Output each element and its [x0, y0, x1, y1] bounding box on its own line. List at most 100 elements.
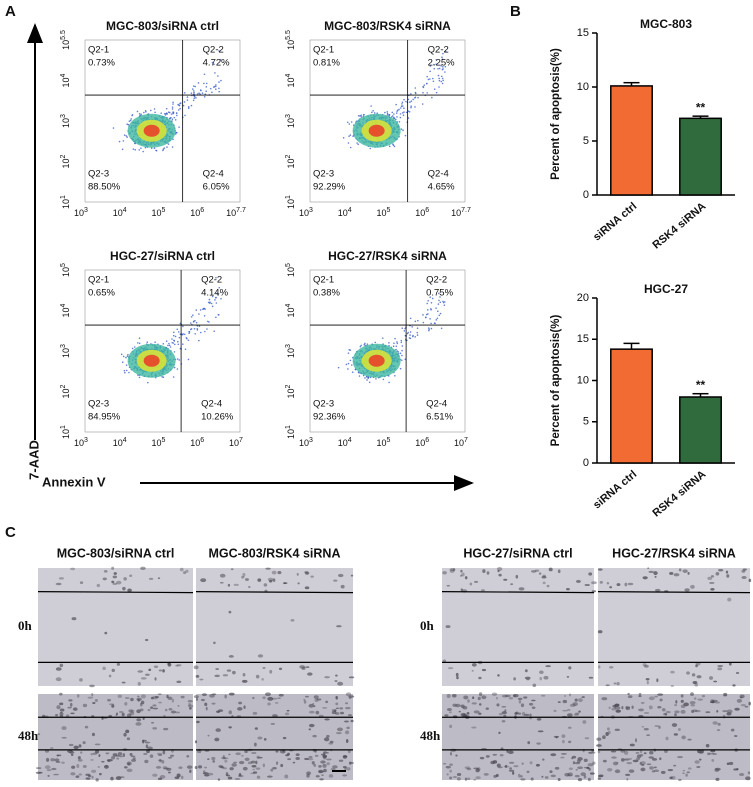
cell [161, 759, 165, 764]
tick-label: 102 [285, 384, 297, 398]
event-dot [203, 73, 206, 76]
cell [530, 570, 537, 573]
event-dot [128, 120, 131, 122]
cell [211, 693, 217, 696]
cell [94, 743, 101, 746]
event-dot [154, 341, 156, 344]
quadrant-pct: 92.36% [313, 412, 346, 423]
cell [272, 766, 277, 770]
cell [745, 776, 751, 781]
cell [686, 671, 690, 675]
quadrant-name: Q2-4 [428, 169, 449, 180]
cell [44, 765, 51, 770]
cell [117, 694, 123, 698]
cell [167, 696, 173, 701]
tick-base: 10 [74, 208, 84, 218]
cell [549, 770, 553, 774]
cell [714, 767, 721, 771]
cell [677, 755, 683, 759]
cell [304, 571, 310, 575]
cell [304, 586, 310, 590]
event-dot [422, 85, 424, 88]
cell [314, 754, 319, 757]
cell [459, 574, 463, 577]
event-dot [422, 314, 424, 316]
cell [466, 767, 472, 771]
tick-exp: 5 [387, 437, 391, 444]
cell [673, 733, 679, 736]
cell [350, 719, 354, 723]
cell [204, 702, 208, 707]
cell [126, 737, 131, 741]
event-dot [169, 346, 172, 348]
cell [463, 695, 469, 700]
event-dot [349, 146, 352, 149]
cell [59, 692, 63, 696]
cell [614, 728, 620, 732]
cell [717, 664, 724, 668]
density [368, 124, 385, 137]
tick-label: 103 [60, 344, 72, 358]
tick-base: 10 [286, 77, 296, 87]
cell [646, 763, 652, 766]
event-dot [342, 136, 345, 139]
event-dot [187, 106, 190, 108]
cell [692, 709, 698, 713]
cell [546, 584, 550, 588]
cell [577, 766, 584, 770]
cell [322, 754, 328, 759]
tick-exp: 6 [200, 437, 204, 444]
event-dot [199, 309, 202, 311]
cell [673, 764, 677, 767]
quadrant-pct: 0.75% [426, 288, 453, 299]
cell [110, 776, 114, 781]
event-dot [202, 308, 204, 311]
cell [446, 708, 452, 712]
cell [742, 568, 747, 571]
tick-exp: 7.7 [461, 207, 471, 214]
cell [739, 694, 745, 699]
cell [59, 663, 64, 668]
cell [278, 667, 283, 671]
event-dot [347, 362, 350, 365]
cell [339, 707, 344, 710]
tick-base: 10 [61, 77, 71, 87]
cell [712, 753, 718, 755]
cell [140, 677, 147, 680]
cell [527, 741, 531, 745]
tick-exp: 3 [309, 437, 313, 444]
cell [461, 572, 465, 577]
event-dot [160, 112, 162, 114]
event-dot [201, 92, 204, 94]
event-dot [384, 111, 386, 114]
cell [563, 695, 567, 697]
cell [85, 777, 91, 780]
cell [280, 763, 284, 768]
event-dot [357, 114, 360, 117]
y-tick-label: 5 [583, 135, 589, 147]
cell [475, 776, 481, 779]
cell [641, 725, 645, 728]
cell [344, 766, 347, 771]
cell [605, 732, 609, 736]
cell [714, 701, 720, 704]
cell [306, 771, 312, 776]
cell [574, 774, 580, 778]
cell [717, 667, 723, 671]
cell [330, 767, 336, 771]
cell [44, 749, 50, 753]
cell [95, 749, 100, 754]
cell [241, 679, 248, 683]
cell [669, 572, 674, 575]
y-tick: 104 [285, 73, 297, 87]
cell [728, 761, 734, 766]
cell [257, 578, 262, 582]
cell [238, 773, 242, 777]
cell [70, 567, 76, 571]
cell [605, 684, 610, 687]
cell [187, 699, 193, 703]
cell [518, 699, 522, 704]
event-dot [438, 67, 441, 70]
event-dot [374, 341, 377, 344]
